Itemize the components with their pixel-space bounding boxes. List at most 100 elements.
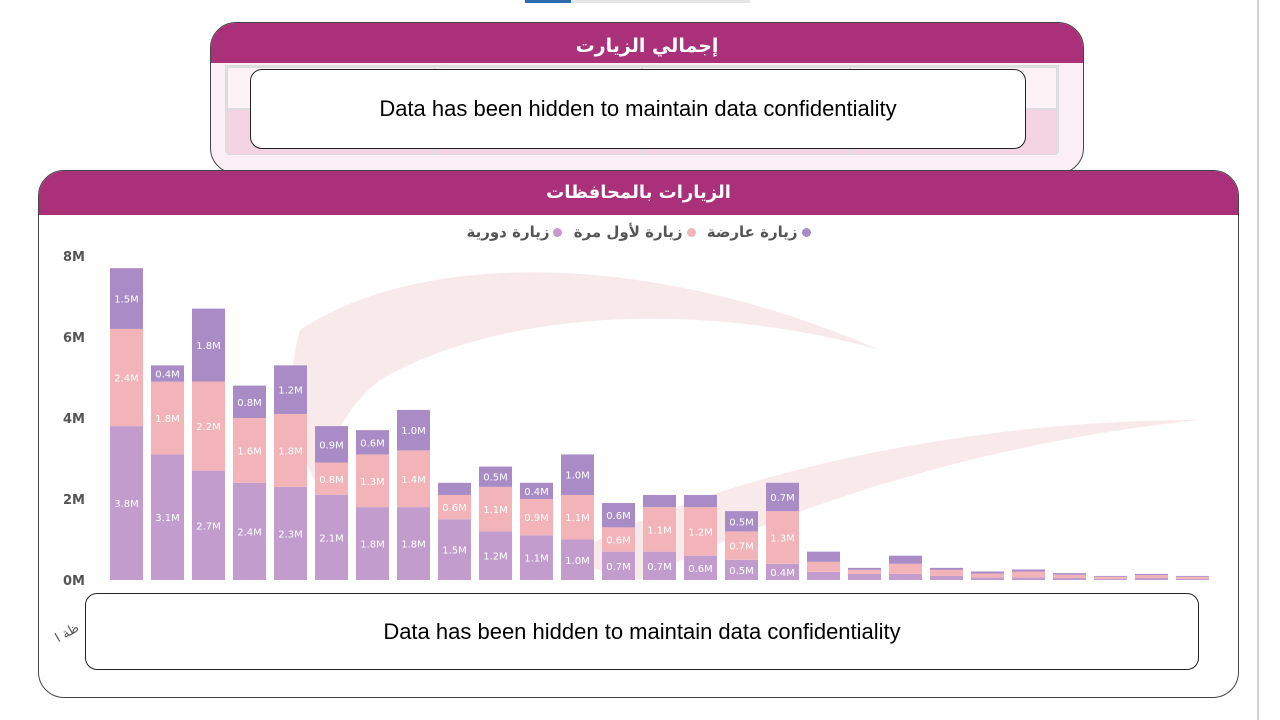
bar-segment[interactable] [315,462,348,495]
data-label: 2.4M [237,527,262,538]
bar-segment[interactable] [1094,575,1127,577]
bar-segment[interactable] [643,551,676,580]
legend-item-occasional[interactable]: زيارة عارضة [707,223,811,241]
bar-segment[interactable] [725,559,758,580]
bar-segment[interactable] [930,567,963,570]
bar-segment[interactable] [356,507,389,580]
bar-segment[interactable] [561,494,594,540]
bar-segment[interactable] [1135,573,1168,576]
bar-segment[interactable] [1176,578,1209,580]
bar-segment[interactable] [561,539,594,581]
bar-segment[interactable] [1053,574,1086,578]
bar-segment[interactable] [356,430,389,455]
bar-segment[interactable] [848,567,881,570]
bar-segment[interactable] [479,531,512,580]
bar-segment[interactable] [1012,569,1045,572]
bar-segment[interactable] [643,494,676,508]
bar-segment[interactable] [479,466,512,487]
bar-segment[interactable] [110,328,143,427]
bar-segment[interactable] [602,527,635,552]
data-label: 1.2M [483,552,508,563]
data-label: 1.0M [565,556,590,567]
bar-segment[interactable] [766,563,799,580]
bar-segment[interactable] [766,511,799,564]
bar-segment[interactable] [1176,575,1209,577]
data-label: 0.6M [360,438,385,449]
bar-segment[interactable] [274,413,307,487]
bar-segment[interactable] [725,511,758,532]
bar-segment[interactable] [315,494,348,580]
bar-segment[interactable] [356,454,389,508]
bar-segment[interactable] [602,551,635,580]
data-label: 1.0M [565,471,590,482]
bar-segment[interactable] [1094,578,1127,580]
data-label: 0.4M [524,487,549,498]
bar-segment[interactable] [438,519,471,580]
bar-segment[interactable] [397,409,430,451]
bar-segment[interactable] [151,365,184,382]
data-label: 1.4M [401,475,426,486]
bar-segment[interactable] [1135,577,1168,580]
bar-segment[interactable] [807,551,840,562]
bar-segment[interactable] [110,426,143,580]
bar-segment[interactable] [520,499,553,536]
legend-item-periodic[interactable]: زيارة دورية [466,223,563,241]
bar-segment[interactable] [889,555,922,564]
bar-segment[interactable] [971,577,1004,580]
bar-segment[interactable] [725,531,758,560]
bar-segment[interactable] [930,569,963,576]
data-label: 1.5M [114,295,139,306]
bar-segment[interactable] [233,418,266,483]
data-label: 1.5M [442,546,467,557]
bar-segment[interactable] [848,573,881,580]
bar-segment[interactable] [397,507,430,580]
bar-segment[interactable] [438,494,471,520]
data-label: 2.4M [114,374,139,385]
bar-segment[interactable] [192,470,225,580]
bar-segment[interactable] [807,561,840,572]
bar-segment[interactable] [274,365,307,414]
data-label: 1.2M [278,386,303,397]
data-label: 2.1M [319,533,344,544]
bar-segment[interactable] [602,503,635,528]
bar-segment[interactable] [520,482,553,499]
bar-segment[interactable] [766,482,799,512]
bar-segment[interactable] [274,486,307,580]
bar-segment[interactable] [1012,577,1045,580]
bar-segment[interactable] [151,381,184,455]
bar-segment[interactable] [889,573,922,580]
bar-segment[interactable] [315,426,348,463]
bar-segment[interactable] [1053,577,1086,580]
bar-segment[interactable] [1176,576,1209,579]
data-label: 0.9M [524,513,549,524]
bar-segment[interactable] [110,268,143,329]
bar-segment[interactable] [233,385,266,418]
bar-segment[interactable] [438,482,471,495]
bar-segment[interactable] [889,563,922,574]
bar-segment[interactable] [192,308,225,382]
bar-segment[interactable] [971,573,1004,578]
bar-segment[interactable] [561,454,594,495]
bar-segment[interactable] [1094,576,1127,579]
bar-segment[interactable] [192,381,225,471]
bar-segment[interactable] [848,569,881,574]
bar-segment[interactable] [1053,573,1086,575]
bar-segment[interactable] [643,507,676,552]
bar-segment[interactable] [233,482,266,580]
bar-segment[interactable] [1012,571,1045,578]
y-tick-label: 8M [63,250,85,265]
bar-segment[interactable] [684,494,717,508]
bar-segment[interactable] [684,555,717,580]
bar-segment[interactable] [1135,575,1168,578]
legend-item-first[interactable]: زيارة لأول مرة [574,223,696,241]
bar-segment[interactable] [971,571,1004,574]
bar-segment[interactable] [807,571,840,580]
data-label: 3.1M [155,513,180,524]
data-label: 0.4M [770,568,795,579]
bar-segment[interactable] [520,535,553,580]
bar-segment[interactable] [930,575,963,580]
bar-segment[interactable] [479,486,512,532]
bar-segment[interactable] [397,450,430,508]
bar-segment[interactable] [151,454,184,580]
bar-segment[interactable] [684,507,717,556]
